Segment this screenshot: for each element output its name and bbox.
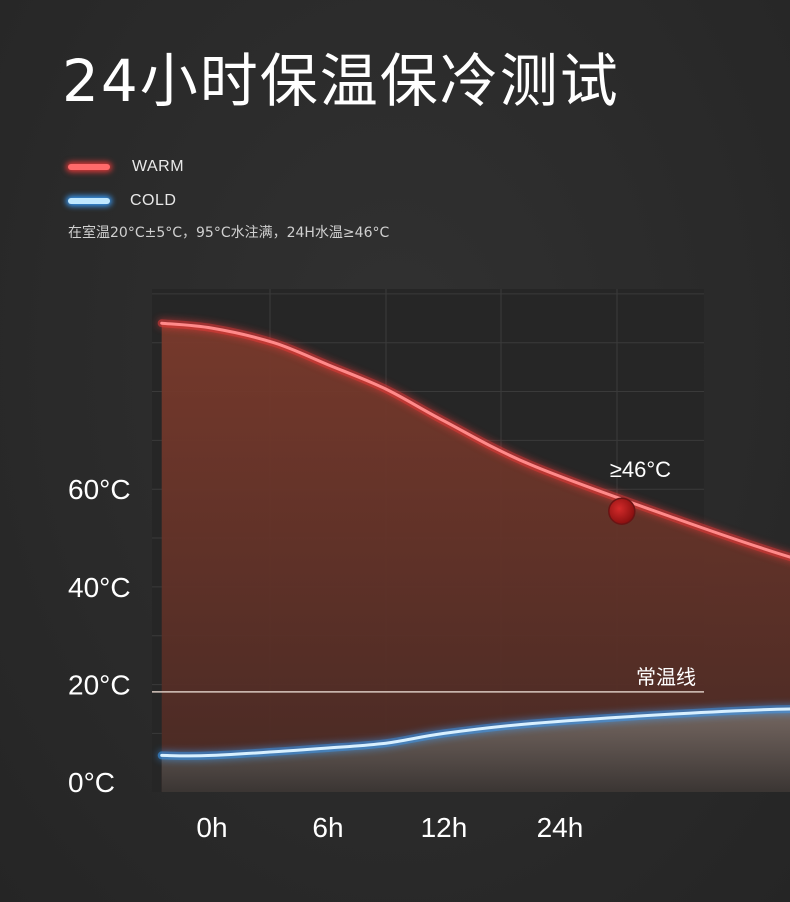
warm-area: [161, 323, 790, 792]
x-tick-label: 6h: [312, 812, 343, 843]
legend-swatch-cold: [68, 198, 110, 204]
annotation-label: ≥46°C: [610, 457, 671, 482]
page-title: 24小时保温保冷测试: [62, 47, 620, 115]
x-tick-label: 0h: [196, 812, 227, 843]
legend-item-warm: WARM: [68, 150, 184, 184]
legend-label-warm: WARM: [132, 158, 185, 175]
legend: WARM COLD: [68, 150, 184, 218]
y-tick-label: 40°C: [68, 572, 131, 603]
y-tick-label: 0°C: [68, 767, 115, 798]
legend-label-cold: COLD: [130, 192, 177, 209]
cold-area: [161, 709, 790, 792]
legend-swatch-warm: [68, 164, 110, 170]
y-tick-label: 60°C: [68, 474, 131, 505]
cold-series-line: [160, 707, 790, 758]
test-condition-note: 在室温20°C±5°C，95°C水注满，24H水温≥46°C: [68, 225, 390, 241]
annotation-marker: [608, 497, 636, 525]
warm-series-line: [160, 321, 790, 559]
reference-line-label: 常温线: [636, 665, 696, 689]
x-tick-label: 24h: [537, 812, 584, 843]
legend-item-cold: COLD: [68, 184, 184, 218]
x-tick-label: 12h: [421, 812, 468, 843]
y-tick-label: 20°C: [68, 670, 131, 701]
